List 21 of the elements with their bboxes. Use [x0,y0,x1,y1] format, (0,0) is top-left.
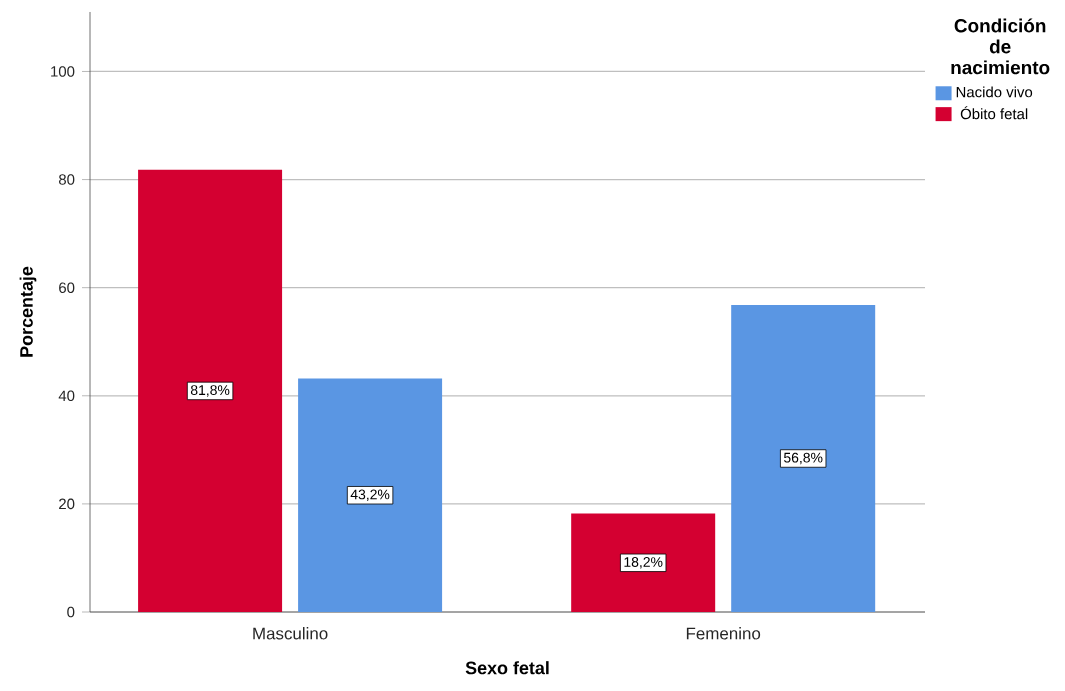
bar [298,378,443,612]
legend-title: Condición de nacimiento [951,18,1050,75]
y-tick-label: 80 [58,174,75,185]
y-tick-label: 100 [51,66,75,77]
bar [138,169,283,612]
y-axis-title: Porcentaje [19,266,37,357]
x-axis-title: Sexo fetal [465,661,549,675]
y-tick-label: 20 [59,498,75,510]
x-tick-label: Femenino [686,627,761,640]
data-label: 56,8% [783,452,823,465]
data-label: 43,2% [350,489,390,501]
y-tick-label: 60 [59,282,75,293]
bar [731,304,876,612]
y-tick-label: 0 [67,606,75,618]
x-tick-label: Masculino [253,627,328,640]
y-tick-label: 40 [58,390,75,402]
legend-label: Nacido vivo [956,86,1033,98]
legend-label: Óbito fetal [960,106,1028,120]
data-label: 81,8% [190,385,230,397]
data-label: 18,2% [624,557,663,569]
bar [571,513,716,612]
